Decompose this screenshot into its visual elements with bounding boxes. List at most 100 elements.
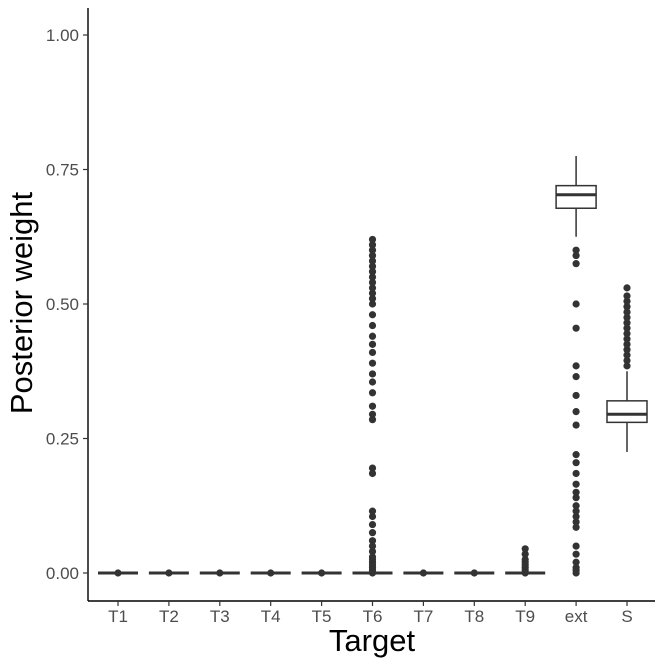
outlier-point	[419, 569, 427, 577]
outlier-point	[572, 494, 580, 502]
outlier-point	[368, 547, 377, 556]
outlier-point	[368, 300, 377, 308]
outlier-point	[521, 545, 529, 553]
outlier-point	[368, 512, 377, 521]
outlier-point	[623, 313, 631, 322]
outlier-point	[572, 550, 580, 558]
outlier-point	[572, 391, 580, 400]
outlier-point	[267, 569, 275, 577]
outlier-point	[572, 251, 580, 260]
outlier-point	[623, 362, 631, 370]
outlier-point	[368, 464, 377, 472]
outlier-point	[368, 537, 377, 545]
x-tick-label: T8	[464, 607, 484, 626]
y-axis-title: Posterior weight	[4, 191, 39, 414]
chart-marks	[98, 156, 648, 577]
outlier-point	[572, 523, 580, 531]
outlier-point	[623, 308, 631, 316]
outlier-point	[572, 300, 580, 308]
outlier-point	[368, 289, 377, 297]
x-tick-label: S	[621, 607, 632, 626]
x-tick-label: T3	[210, 607, 230, 626]
outlier-point	[572, 260, 580, 268]
outlier-point	[572, 451, 580, 459]
outlier-point	[368, 542, 377, 550]
outlier-point	[368, 389, 377, 397]
box-T9	[505, 545, 546, 577]
outlier-point	[470, 569, 478, 577]
outlier-point	[623, 303, 631, 311]
y-tick-label: 0.25	[46, 430, 79, 449]
outlier-point	[368, 246, 377, 254]
outlier-point	[368, 469, 377, 478]
outlier-point	[572, 246, 580, 254]
x-tick-label: T7	[413, 607, 433, 626]
outlier-point	[318, 569, 326, 577]
y-tick-label: 0.50	[46, 295, 79, 314]
y-tick-label: 1.00	[46, 26, 79, 45]
outlier-point	[165, 569, 173, 577]
outlier-point	[368, 262, 377, 270]
box-T6	[352, 235, 393, 577]
box-T8	[454, 569, 495, 577]
x-axis-ticks: T1 T2 T3 T4 T5 T6 T7 T8 T9 ext S	[108, 601, 633, 626]
y-tick-label: 0.75	[46, 161, 79, 180]
outlier-point	[521, 550, 529, 558]
box-body	[555, 184, 597, 209]
outlier-point	[368, 273, 377, 281]
x-tick-label: T6	[363, 607, 383, 626]
outlier-point	[572, 569, 580, 577]
outlier-point	[572, 373, 580, 381]
box-T5	[301, 569, 342, 577]
outlier-point	[572, 421, 580, 429]
outlier-point	[623, 356, 631, 365]
outlier-point	[572, 480, 580, 488]
outlier-point	[572, 512, 580, 521]
outlier-point	[623, 346, 631, 354]
box-ext	[555, 156, 597, 577]
outlier-point	[368, 507, 377, 515]
outlier-point	[368, 257, 377, 265]
x-tick-label: T1	[108, 607, 128, 626]
outlier-point	[368, 295, 377, 303]
outlier-point	[368, 402, 377, 410]
box-T3	[199, 569, 240, 577]
outlier-point	[572, 324, 580, 332]
box-T4	[250, 569, 291, 577]
outlier-point	[572, 408, 580, 416]
box-body	[606, 400, 648, 424]
outlier-point	[368, 348, 377, 357]
outlier-point	[368, 235, 377, 244]
x-tick-label: ext	[565, 607, 588, 626]
outlier-point	[368, 416, 377, 424]
outlier-point	[623, 284, 631, 292]
x-tick-label: T9	[515, 607, 535, 626]
outlier-point	[572, 507, 580, 515]
outlier-point	[368, 332, 377, 340]
outlier-point	[623, 324, 631, 332]
outlier-point	[368, 370, 377, 378]
x-tick-label: T2	[159, 607, 179, 626]
x-axis-title: Target	[329, 623, 416, 658]
outlier-point	[368, 359, 377, 367]
outlier-point	[572, 459, 580, 467]
outlier-point	[572, 542, 580, 550]
outlier-point	[368, 410, 377, 418]
outlier-point	[368, 553, 377, 561]
outlier-point	[623, 329, 631, 338]
outlier-point	[368, 241, 377, 249]
outlier-point	[368, 378, 377, 386]
outlier-point	[368, 284, 377, 292]
box-T1	[98, 569, 138, 577]
outlier-point	[623, 340, 631, 348]
y-axis-ticks: 0.00 0.25 0.50 0.75 1.00	[46, 26, 88, 583]
outlier-point	[623, 319, 631, 327]
outlier-point	[572, 488, 580, 496]
outlier-point	[368, 268, 377, 276]
outlier-point	[623, 297, 631, 305]
outlier-point	[572, 518, 580, 526]
outlier-point	[368, 321, 377, 330]
outlier-point	[368, 340, 377, 348]
outlier-point	[572, 469, 580, 478]
